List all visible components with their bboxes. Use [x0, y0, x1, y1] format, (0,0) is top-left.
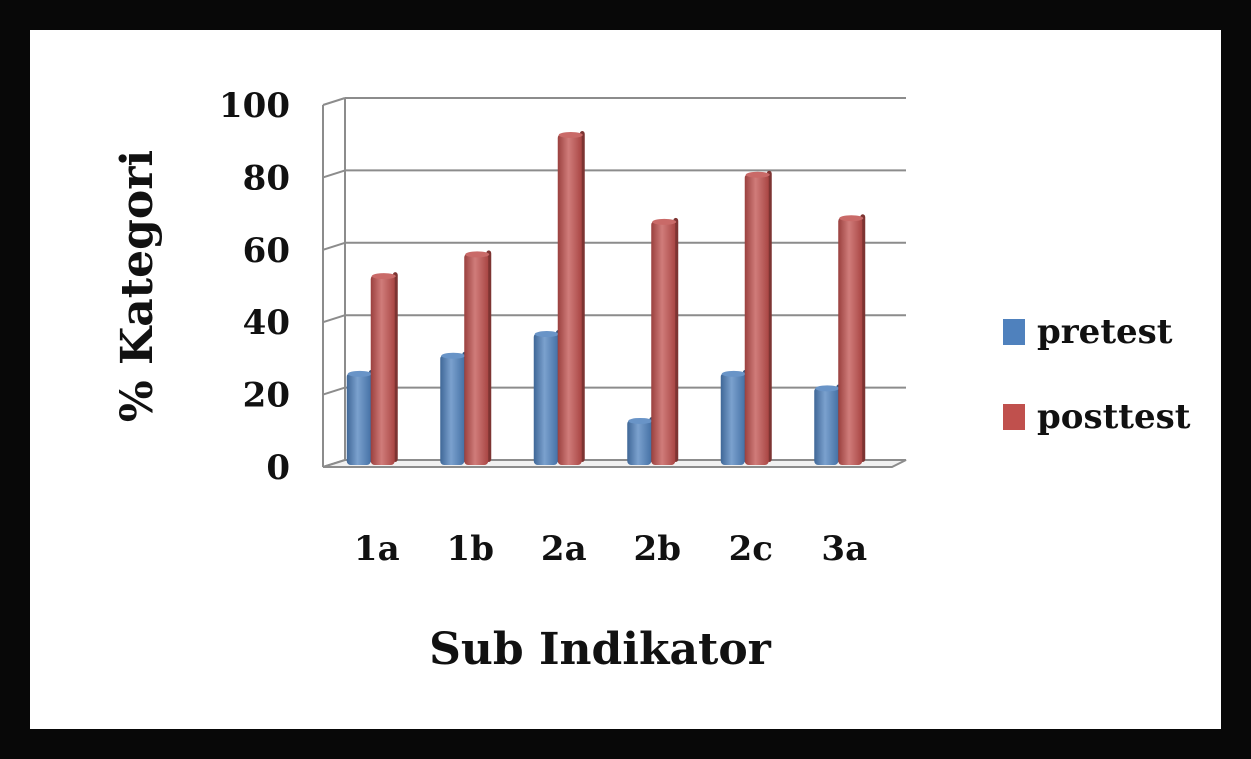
x-tick-labels: 1a 1b 2a 2b 2c 3a [354, 529, 867, 569]
x-tick-label: 2c [729, 529, 773, 569]
x-tick-label: 2a [541, 529, 587, 569]
bar-pretest-1b [440, 351, 468, 465]
bar-pretest-2a [533, 330, 561, 465]
x-tick-label: 1b [447, 529, 494, 569]
legend-swatch-posttest [1003, 404, 1025, 430]
legend: pretest posttest [1003, 312, 1191, 437]
bar-posttest-2b [651, 217, 679, 465]
bar-posttest-1b [464, 250, 492, 465]
y-tick-label: 20 [243, 376, 290, 416]
legend-swatch-pretest [1003, 319, 1025, 345]
bars [346, 130, 866, 465]
y-tick-label: 80 [243, 158, 290, 198]
bar-pretest-2b [627, 416, 655, 465]
y-tick-labels: 0 20 40 60 80 100 [219, 86, 290, 488]
side-gridline [322, 97, 346, 106]
y-tick-label: 0 [266, 448, 290, 488]
bar-pretest-1a [346, 369, 374, 465]
x-tick-label: 3a [821, 529, 867, 569]
y-tick-label: 100 [219, 86, 290, 126]
bar-pretest-2c [720, 369, 748, 465]
y-tick-label: 40 [243, 303, 290, 343]
y-axis-title: % Kategori [112, 150, 163, 422]
bar-posttest-1a [370, 272, 398, 465]
bar-posttest-3a [838, 214, 866, 465]
y-tick-label: 60 [243, 231, 290, 271]
bar-posttest-2a [557, 130, 585, 465]
x-tick-label: 1a [354, 529, 400, 569]
legend-label-posttest: posttest [1037, 397, 1191, 437]
legend-label-pretest: pretest [1037, 312, 1173, 352]
bar-pretest-3a [814, 384, 842, 465]
side-gridline [322, 386, 346, 396]
x-tick-label: 2b [634, 529, 681, 569]
side-gridline [322, 314, 346, 324]
bar-posttest-2c [744, 170, 772, 465]
side-gridline [322, 169, 346, 179]
x-axis-title: Sub Indikator [429, 624, 772, 675]
side-gridline [322, 241, 346, 251]
